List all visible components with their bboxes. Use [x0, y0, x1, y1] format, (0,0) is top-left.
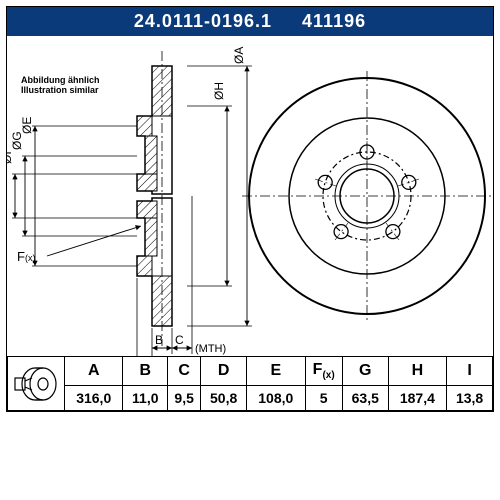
val-I: 13,8 — [447, 386, 493, 411]
svg-text:ØH: ØH — [212, 82, 226, 100]
svg-text:(MTH): (MTH) — [195, 343, 226, 355]
similarity-note: Abbildung ähnlich Illustration similar — [21, 76, 100, 96]
icon-cell — [8, 357, 65, 411]
part-number: 24.0111-0196.1 — [134, 11, 272, 32]
val-H: 187,4 — [388, 386, 446, 411]
col-D: D — [201, 357, 247, 386]
table-header-row: A B C D E F(x) G H I — [8, 357, 493, 386]
val-A: 316,0 — [65, 386, 123, 411]
val-E: 108,0 — [247, 386, 305, 411]
svg-text:B: B — [155, 333, 163, 347]
svg-text:ØI: ØI — [7, 151, 14, 164]
col-F: F(x) — [305, 357, 342, 386]
val-C: 9,5 — [168, 386, 201, 411]
val-F: 5 — [305, 386, 342, 411]
svg-text:F(x): F(x) — [17, 249, 35, 264]
col-I: I — [447, 357, 493, 386]
val-D: 50,8 — [201, 386, 247, 411]
disc-icon — [13, 364, 59, 404]
col-C: C — [168, 357, 201, 386]
svg-text:ØE: ØE — [20, 117, 34, 134]
val-B: 11,0 — [123, 386, 168, 411]
col-A: A — [65, 357, 123, 386]
front-view — [242, 71, 492, 321]
dimension-table: A B C D E F(x) G H I 316,0 11,0 9,5 50,8… — [7, 356, 493, 411]
val-G: 63,5 — [342, 386, 388, 411]
col-B: B — [123, 357, 168, 386]
note-en: Illustration similar — [21, 86, 100, 96]
col-E: E — [247, 357, 305, 386]
header-bar: 24.0111-0196.1 411196 — [7, 7, 493, 36]
col-H: H — [388, 357, 446, 386]
svg-text:ØA: ØA — [232, 47, 246, 64]
table-value-row: 316,0 11,0 9,5 50,8 108,0 5 63,5 187,4 1… — [8, 386, 493, 411]
col-G: G — [342, 357, 388, 386]
part-code: 411196 — [302, 11, 366, 32]
drawing-area: Abbildung ähnlich Illustration similar — [7, 36, 493, 356]
svg-text:C: C — [175, 333, 184, 347]
